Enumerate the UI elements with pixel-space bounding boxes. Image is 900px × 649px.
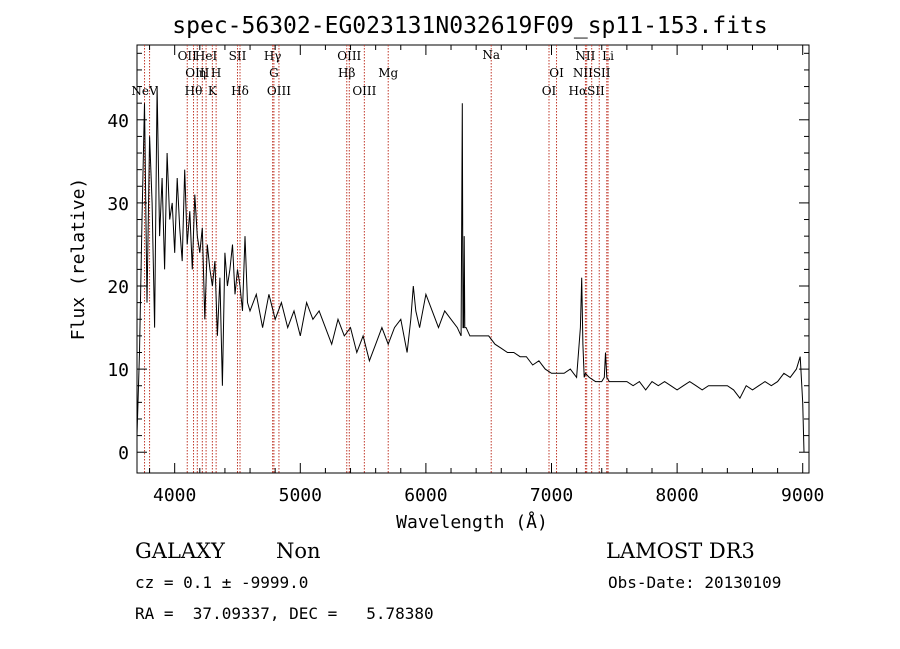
- object-class: GALAXY: [135, 539, 226, 563]
- spectrum-line: [136, 86, 805, 453]
- spectral-line-labels: NeV OII OIII Hθ HeI η HK SII Hδ Hγ G OIII OIII Hβ OIII…: [131, 48, 614, 98]
- line-marker-label: HeI: [195, 49, 218, 63]
- x-axis-label: Wavelength (Å): [396, 511, 548, 533]
- y-axis-label: Flux (relative): [68, 178, 89, 341]
- radec-text: RA = 37.09337, DEC = 5.78380: [135, 604, 434, 623]
- line-marker-label: OII: [178, 49, 198, 63]
- line-marker-label: NIISII: [573, 66, 611, 80]
- line-marker-label: H: [211, 66, 221, 80]
- line-marker-label: OI: [549, 66, 564, 80]
- line-marker-label: NeV: [131, 84, 158, 98]
- x-tick-label: 5000: [279, 485, 322, 506]
- x-tick-label: 9000: [781, 485, 824, 506]
- obs-date-text: Obs-Date: 20130109: [608, 573, 781, 592]
- line-marker-label: Hθ: [185, 84, 203, 98]
- x-tick-label: 7000: [530, 485, 573, 506]
- line-marker-label: Hβ: [338, 66, 355, 80]
- line-marker-label: OIII: [337, 49, 361, 63]
- line-marker-label: K: [208, 84, 218, 98]
- line-marker-label: OI: [542, 84, 557, 98]
- line-marker-label: Na: [482, 48, 500, 62]
- y-axis-ticks: 0 10 20 30 40: [107, 52, 809, 464]
- line-marker-label: Hδ: [231, 84, 249, 98]
- line-marker-label: Li: [602, 49, 614, 63]
- line-marker-label: OIII: [352, 84, 376, 98]
- line-marker-label: NII: [575, 49, 595, 63]
- line-marker-label: Mg: [378, 66, 398, 80]
- y-tick-label: 30: [107, 194, 129, 215]
- line-marker-label: OIII: [185, 66, 209, 80]
- x-tick-label: 6000: [404, 485, 447, 506]
- chart-title: spec-56302-EG023131N032619F09_sp11-153.f…: [172, 13, 767, 39]
- plot-frame: [136, 44, 810, 474]
- line-marker-label: HαSII: [569, 84, 606, 98]
- x-tick-label: 8000: [655, 485, 698, 506]
- object-subclass: Non: [276, 539, 321, 563]
- x-tick-label: 4000: [153, 485, 196, 506]
- spectral-line-markers: [144, 45, 609, 473]
- line-marker-label: OIII: [267, 84, 291, 98]
- survey-label: LAMOST DR3: [606, 539, 755, 563]
- line-marker-label: η: [199, 66, 206, 80]
- redshift-text: cz = 0.1 ± -9999.0: [135, 573, 308, 592]
- y-tick-label: 10: [107, 360, 129, 381]
- y-tick-label: 20: [107, 277, 129, 298]
- line-marker-label: SII: [229, 49, 247, 63]
- line-marker-label: G: [269, 66, 279, 80]
- x-axis-ticks: 4000 5000 6000 7000 8000 9000: [149, 45, 824, 506]
- y-tick-label: 0: [118, 443, 129, 464]
- line-marker-label: Hγ: [264, 49, 282, 63]
- y-tick-label: 40: [107, 111, 129, 132]
